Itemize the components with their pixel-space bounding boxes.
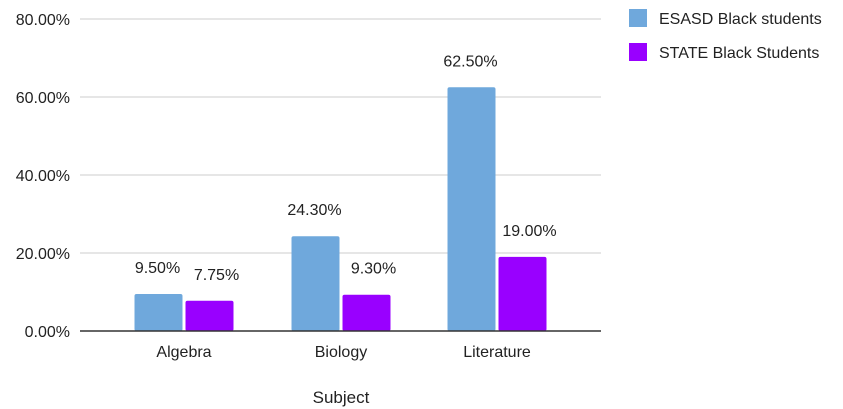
legend-label: ESASD Black students [659, 11, 822, 28]
bar-esasd-literature [447, 87, 496, 331]
legend: ESASD Black students STATE Black Students [629, 9, 822, 62]
x-category-label: Literature [463, 344, 531, 361]
y-tick-label: 60.00% [16, 90, 70, 107]
bars [134, 87, 547, 331]
y-tick-label: 40.00% [16, 168, 70, 185]
gridlines [80, 18, 601, 254]
legend-swatch [629, 43, 647, 61]
x-category-label: Biology [315, 344, 367, 361]
x-axis-categories: Algebra Biology Literature [156, 344, 530, 361]
bar-esasd-biology [291, 236, 340, 331]
data-label: 24.30% [287, 202, 341, 219]
data-label: 7.75% [194, 267, 239, 284]
x-axis-title: Subject [313, 388, 370, 407]
y-axis-ticks: 0.00% 20.00% 40.00% 60.00% 80.00% [16, 12, 70, 341]
bar-esasd-algebra [134, 293, 183, 331]
data-label: 19.00% [502, 223, 556, 240]
legend-label: STATE Black Students [659, 45, 819, 62]
y-tick-label: 20.00% [16, 246, 70, 263]
data-label: 9.30% [351, 261, 396, 278]
y-tick-label: 80.00% [16, 12, 70, 29]
x-category-label: Algebra [156, 344, 211, 361]
data-label: 9.50% [135, 260, 180, 277]
bar-state-algebra [185, 300, 234, 331]
data-labels: 9.50% 7.75% 24.30% 9.30% 62.50% 19.00% [135, 53, 557, 284]
y-tick-label: 0.00% [25, 324, 70, 341]
bar-state-literature [498, 256, 547, 331]
data-label: 62.50% [443, 53, 497, 70]
bar-state-biology [342, 294, 391, 331]
legend-swatch [629, 9, 647, 27]
